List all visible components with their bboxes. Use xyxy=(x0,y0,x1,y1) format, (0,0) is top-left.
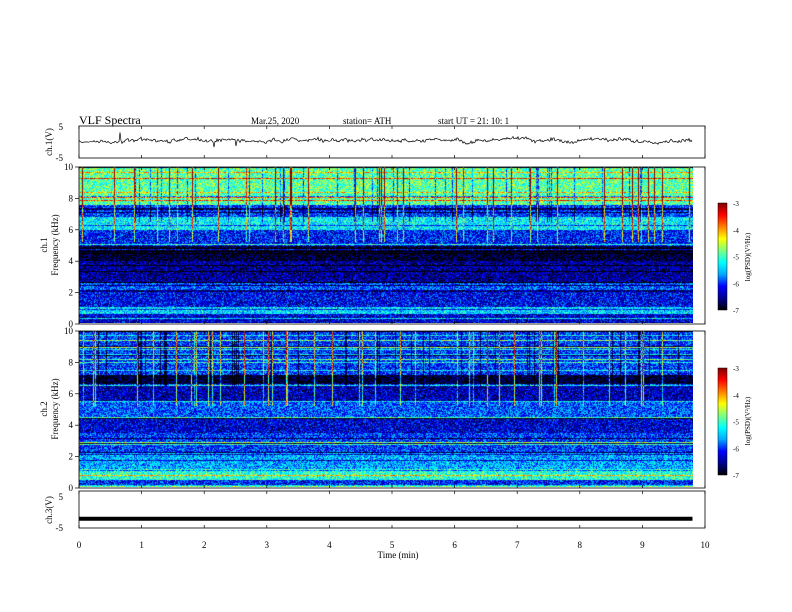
ch1-spectrogram-panel: 0 2 4 6 8 10 ch.1 Frequency (kHz) -3 -4 -5 -6 -7 … xyxy=(39,162,752,329)
ch3-ytick-bottom: -5 xyxy=(56,523,64,533)
ch1-colorbar-tick: -3 xyxy=(733,200,739,208)
ch2-spectrogram-ytick-label: 8 xyxy=(69,357,74,367)
ch2-spectrogram-panel: 0 2 4 6 8 10 ch.2 Frequency (kHz) -3 -4 -5 -6 -7 … xyxy=(39,326,752,493)
x-tick-label: 1 xyxy=(139,540,144,550)
ch1-ylabel: ch.1(V) xyxy=(44,128,54,156)
ch1-spectrogram-ylabel-ch: ch.1 xyxy=(39,237,49,252)
figure-title: VLF Spectra xyxy=(79,113,141,127)
ch2-spectrogram xyxy=(79,331,693,487)
ch1-colorbar-gradient xyxy=(717,202,728,311)
x-tick-label: 5 xyxy=(390,540,395,550)
ch1-ytick-bottom: -5 xyxy=(56,153,64,163)
ch2-colorbar-tick: -6 xyxy=(733,445,739,453)
start-time-label: start UT = 21: 10: 1 xyxy=(438,116,509,126)
ch2-spectrogram-ytick-label: 0 xyxy=(69,483,74,493)
date-label: Mar.25, 2020 xyxy=(251,116,300,126)
ch1-colorbar-tick: -4 xyxy=(733,227,739,235)
ch3-waveform-frame xyxy=(78,490,706,529)
ch1-spectrogram-ytick-label: 8 xyxy=(69,193,74,203)
ch2-colorbar: -3 -4 -5 -6 -7 log(PSD)(V²/Hz) xyxy=(717,365,752,480)
x-tick-label: 7 xyxy=(515,540,520,550)
x-tick-label: 4 xyxy=(327,540,332,550)
ch1-colorbar: -3 -4 -5 -6 -7 log(PSD)(V²/Hz) xyxy=(717,200,752,315)
ch2-spectrogram-ylabel-freq: Frequency (kHz) xyxy=(50,378,60,439)
ch2-spectrogram-ylabel-ch: ch.2 xyxy=(39,401,49,416)
x-tick-label: 9 xyxy=(640,540,645,550)
ch2-colorbar-tick: -7 xyxy=(733,472,739,480)
ch2-colorbar-label: log(PSD)(V²/Hz) xyxy=(744,396,752,445)
ch3-ytick-top: 5 xyxy=(59,492,64,502)
ch1-colorbar-label: log(PSD)(V²/Hz) xyxy=(744,232,752,281)
ch1-spectrogram-ylabel-freq: Frequency (kHz) xyxy=(50,214,60,275)
x-tick-label: 2 xyxy=(202,540,207,550)
ch1-spectrogram-ytick-label: 10 xyxy=(64,162,74,172)
ch1-waveform-panel: 5 -5 ch.1(V) xyxy=(44,122,706,163)
x-axis: 0 1 2 3 4 5 6 7 8 9 10 xyxy=(77,126,710,550)
ch1-spectrogram-ytick-label: 4 xyxy=(69,256,74,266)
ch2-spectrogram-ytick-label: 6 xyxy=(69,389,74,399)
ch2-colorbar-tick: -5 xyxy=(733,419,739,427)
x-tick-label: 10 xyxy=(701,540,711,550)
ch1-spectrogram-ytick-label: 0 xyxy=(69,319,74,329)
x-axis-label: Time (min) xyxy=(378,550,419,560)
x-tick-label: 8 xyxy=(578,540,583,550)
ch2-spectrogram-ytick-label: 2 xyxy=(69,452,74,462)
ch1-colorbar-tick: -6 xyxy=(733,280,739,288)
ch1-spectrogram xyxy=(79,167,693,323)
ch2-spectrogram-ytick-label: 10 xyxy=(64,326,74,336)
ch1-spectrogram-ytick-label: 2 xyxy=(69,288,74,298)
station-label: station= ATH xyxy=(343,116,392,126)
ch2-spectrogram-ytick-label: 4 xyxy=(69,420,74,430)
ch3-ylabel: ch.3(V) xyxy=(44,496,54,524)
ch3-waveform-panel: 5 -5 ch.3(V) xyxy=(44,490,706,533)
ch2-colorbar-tick: -4 xyxy=(733,392,739,400)
ch1-colorbar-tick: -7 xyxy=(733,307,739,315)
ch1-waveform-line xyxy=(78,132,693,148)
ch1-colorbar-tick: -5 xyxy=(733,254,739,262)
ch2-colorbar-gradient xyxy=(717,367,728,476)
x-tick-label: 6 xyxy=(452,540,457,550)
ch1-ytick-top: 5 xyxy=(59,122,64,132)
ch1-spectrogram-ytick-label: 6 xyxy=(69,225,74,235)
x-tick-label: 3 xyxy=(265,540,270,550)
ch1-waveform-frame xyxy=(78,125,706,159)
x-tick-label: 0 xyxy=(77,540,82,550)
ch2-colorbar-tick: -3 xyxy=(733,365,739,373)
